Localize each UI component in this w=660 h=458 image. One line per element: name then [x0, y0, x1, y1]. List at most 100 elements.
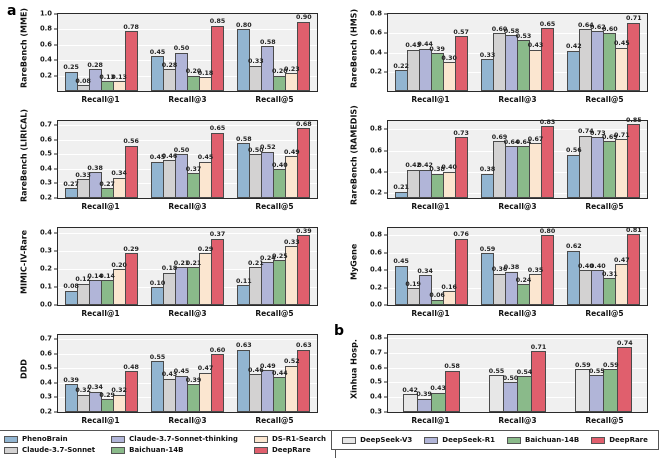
y-tick-label: 0.5 — [39, 364, 52, 373]
bar-value-label: 0.44 — [272, 369, 288, 377]
y-tick-mark — [54, 124, 58, 126]
bar-value-label: 0.59 — [479, 246, 496, 254]
y-axis-label: RareBench (MME) — [19, 7, 29, 89]
bar-value-label: 0.74 — [578, 128, 594, 136]
plot-area: 0.2 0.4 0.6 0.8 0.21 0.42 0.42 0.38 0.40 0.73 0.38… — [370, 117, 648, 199]
bar-value-label: 0.29 — [123, 245, 139, 253]
legend-swatch — [111, 435, 126, 443]
bar-value-label: 0.50 — [502, 375, 519, 383]
bar-value-label: 0.38 — [429, 166, 445, 174]
x-tick-label: Recall@3 — [498, 309, 537, 318]
y-tick-mark — [384, 304, 388, 306]
bar-baichuan-14b: 0.59 — [603, 362, 619, 412]
bar-value-label: 0.57 — [453, 28, 469, 36]
bar-phenobrain: 0.08 — [63, 284, 79, 305]
legend-item-claude-3-7-sonnet: Claude-3.7-Sonnet — [4, 446, 95, 454]
panel-label-a: a — [7, 3, 17, 19]
x-axis-labels: Recall@1 Recall@3 Recall@5 — [387, 413, 648, 428]
chart-rarebench-mme: RareBench (MME) 0.2 0.4 0.6 0.8 1.0 0.25 0.08 0.… — [0, 0, 330, 107]
bar-group-recall-5: 0.58 0.50 0.52 0.40 0.49 0.68 — [231, 121, 317, 198]
y-tick-mark — [54, 182, 58, 184]
bar-value-label: 0.62 — [566, 243, 582, 251]
bar-value-label: 0.56 — [566, 147, 582, 155]
x-tick-label: Recall@3 — [168, 309, 207, 318]
bar-group-recall-3: 0.45 0.28 0.50 0.20 0.18 0.85 — [144, 14, 230, 91]
bar-value-label: 0.43 — [161, 371, 178, 379]
bar-value-label: 0.38 — [503, 264, 520, 272]
bar-value-label: 0.60 — [209, 346, 226, 354]
y-tick-mark — [384, 287, 388, 288]
bar-value-label: 0.39 — [429, 46, 445, 54]
bar-ds-r1-search: 0.18 — [198, 70, 213, 91]
bar-value-label: 0.39 — [296, 227, 312, 235]
y-tick-mark — [54, 168, 58, 170]
bar-value-label: 0.16 — [441, 283, 457, 291]
gridline — [388, 270, 647, 271]
y-tick-mark — [54, 232, 58, 234]
x-tick-label: Recall@5 — [585, 202, 624, 211]
x-tick-label: Recall@3 — [168, 95, 207, 104]
bar-value-label: 0.21 — [185, 260, 202, 268]
bar-value-label: 0.08 — [63, 283, 79, 291]
legend-item-deeprare: DeepRare — [591, 436, 648, 444]
y-tick-mark — [54, 75, 58, 77]
bar-value-label: 0.81 — [626, 226, 642, 234]
y-tick-mark — [54, 382, 58, 384]
bar-value-label: 0.11 — [236, 278, 252, 286]
bar-deeprare: 0.65 — [540, 21, 555, 91]
y-tick-label: 0.2 — [369, 67, 382, 76]
bar-value-label: 0.12 — [75, 276, 91, 284]
plot-area: 0.0 0.2 0.4 0.6 0.8 0.45 0.19 0.34 0.06 0.16 0.76 0… — [370, 226, 648, 308]
x-tick-label: Recall@5 — [255, 95, 294, 104]
bar-value-label: 0.52 — [260, 144, 276, 152]
x-tick-label: Recall@5 — [585, 309, 624, 318]
bar-value-label: 0.69 — [491, 133, 508, 141]
bar-value-label: 0.20 — [111, 261, 127, 269]
bar-deeprare: 0.57 — [453, 29, 469, 91]
bar-phenobrain: 0.80 — [236, 22, 252, 91]
y-tick-label: 0.2 — [39, 193, 52, 202]
bar-value-label: 0.45 — [197, 154, 214, 162]
x-tick-label: Recall@5 — [255, 416, 294, 425]
gridline — [388, 252, 647, 254]
bar-value-label: 0.50 — [173, 147, 190, 155]
legend-label: Baichuan-14B — [524, 436, 580, 444]
x-tick-label: Recall@5 — [585, 416, 624, 425]
bar-deeprare: 0.85 — [626, 117, 642, 198]
bar-deeprare: 0.65 — [210, 126, 225, 198]
gridline — [58, 44, 317, 46]
bar-value-label: 0.64 — [503, 139, 520, 147]
legend-item-deepseek-v3: DeepSeek-V3 — [342, 436, 412, 444]
bar-value-label: 0.55 — [488, 367, 505, 375]
gridline — [388, 367, 647, 369]
bar-value-label: 0.80 — [236, 22, 252, 30]
y-tick-mark — [54, 304, 58, 306]
bar-value-label: 0.08 — [75, 77, 91, 85]
bar-value-label: 0.48 — [123, 364, 139, 372]
gridline — [58, 339, 317, 341]
bar-group-recall-1: 0.21 0.42 0.42 0.38 0.40 0.73 — [388, 121, 474, 198]
legend-swatch — [591, 436, 606, 444]
y-axis-label: RareBench (RAMEDIS) — [349, 105, 359, 205]
y-tick-label: 0.3 — [39, 393, 52, 402]
x-tick-label: Recall@1 — [81, 202, 120, 211]
bar-deeprare: 0.73 — [453, 130, 469, 198]
bar-value-label: 0.10 — [149, 279, 166, 287]
legend-swatch — [4, 446, 19, 454]
bar-value-label: 0.71 — [626, 15, 642, 23]
bar-value-label: 0.42 — [402, 386, 418, 394]
y-tick-mark — [54, 353, 58, 355]
bar-value-label: 0.13 — [111, 73, 127, 81]
bar-value-label: 0.22 — [393, 62, 409, 70]
bar-value-label: 0.64 — [578, 22, 594, 30]
bar-value-label: 0.18 — [161, 265, 178, 273]
bar-deeprare: 0.56 — [123, 139, 139, 198]
bar-group-recall-5: 0.11 0.21 0.24 0.25 0.33 0.39 — [231, 228, 317, 305]
y-tick-label: 0.4 — [39, 164, 52, 173]
bar-group-recall-3: 0.55 0.43 0.45 0.39 0.47 0.60 — [144, 335, 230, 412]
x-axis-labels: Recall@1 Recall@3 Recall@5 — [387, 199, 648, 214]
bar-value-label: 0.83 — [539, 118, 556, 126]
legend-item-deepseek-r1: DeepSeek-R1 — [424, 436, 495, 444]
bar-claude-3-7-sonnet-thinking: 0.38 — [87, 165, 103, 198]
bar-value-label: 0.73 — [453, 129, 469, 137]
